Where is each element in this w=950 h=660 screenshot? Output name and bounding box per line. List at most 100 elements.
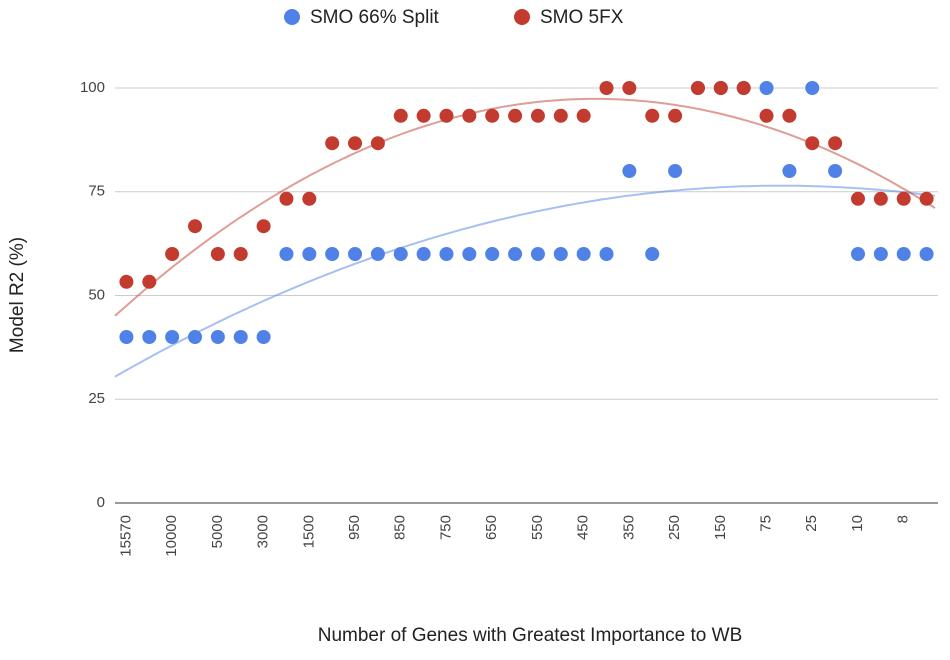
point [142, 274, 157, 289]
point [873, 191, 888, 206]
legend-label: SMO 5FX [540, 7, 624, 28]
x-tick-label: 650 [483, 515, 500, 540]
point [302, 191, 317, 206]
x-tick-label: 450 [575, 515, 592, 540]
point [736, 81, 751, 95]
point [348, 247, 363, 261]
point [165, 330, 180, 344]
trendline [114, 184, 936, 378]
point [599, 81, 614, 95]
point [119, 274, 134, 289]
point [439, 247, 454, 261]
x-tick-label: 350 [620, 515, 637, 540]
y-tick-label: 25 [88, 390, 105, 407]
point [919, 191, 934, 206]
x-tick-label: 25 [803, 515, 820, 532]
x-tick-label: 950 [346, 515, 363, 540]
x-tick-label: 10 [849, 515, 866, 532]
x-tick-label: 15570 [117, 515, 134, 557]
point [850, 191, 865, 206]
point [530, 108, 545, 123]
x-tick-label: 5000 [209, 515, 226, 548]
point [576, 247, 591, 261]
point [896, 191, 911, 206]
point [439, 108, 454, 123]
point [805, 136, 820, 151]
x-tick-label: 75 [758, 515, 775, 532]
point [302, 247, 317, 261]
point [645, 108, 660, 123]
point [782, 164, 797, 178]
y-tick-label: 100 [80, 79, 105, 96]
point [188, 219, 203, 234]
point [165, 247, 180, 261]
y-tick-label: 75 [88, 183, 105, 200]
point [599, 247, 614, 261]
point [188, 330, 203, 344]
point [668, 108, 683, 123]
point [530, 247, 545, 261]
point [485, 247, 500, 261]
point [805, 81, 820, 95]
legend-swatch [284, 9, 300, 25]
point [553, 247, 568, 261]
trendline [114, 97, 936, 317]
x-tick-label: 8 [895, 515, 912, 523]
point [919, 247, 934, 261]
point [233, 330, 248, 344]
legend-label: SMO 66% Split [310, 7, 440, 28]
point [645, 247, 660, 261]
point [759, 108, 774, 123]
point [508, 108, 523, 123]
point [416, 247, 431, 261]
point [622, 81, 637, 95]
y-tick-label: 0 [97, 494, 105, 511]
point [553, 108, 568, 123]
x-tick-label: 1500 [300, 515, 317, 548]
point [210, 330, 225, 344]
point [896, 247, 911, 261]
legend-swatch [514, 9, 530, 25]
x-tick-label: 250 [666, 515, 683, 540]
point [210, 247, 225, 261]
point [690, 81, 705, 95]
point [325, 136, 340, 151]
point [462, 108, 477, 123]
point [713, 81, 728, 95]
point [348, 136, 363, 151]
x-tick-label: 10000 [163, 515, 180, 557]
point [668, 164, 683, 178]
point [416, 108, 431, 123]
point [462, 247, 477, 261]
x-tick-label: 850 [392, 515, 409, 540]
point [279, 247, 294, 261]
point [279, 191, 294, 206]
x-axis-title: Number of Genes with Greatest Importance… [318, 625, 743, 646]
point [256, 219, 271, 234]
point [622, 164, 637, 178]
point [370, 136, 385, 151]
point [393, 108, 408, 123]
point [850, 247, 865, 261]
y-tick-label: 50 [88, 286, 105, 303]
point [782, 108, 797, 123]
x-tick-label: 3000 [255, 515, 272, 548]
point [828, 164, 843, 178]
point [873, 247, 888, 261]
point [370, 247, 385, 261]
point [508, 247, 523, 261]
point [759, 81, 774, 95]
point [325, 247, 340, 261]
point [393, 247, 408, 261]
x-tick-label: 750 [437, 515, 454, 540]
point [119, 330, 134, 344]
point [256, 330, 271, 344]
y-axis-title: Model R2 (%) [7, 237, 28, 353]
point [142, 330, 157, 344]
x-tick-label: 150 [712, 515, 729, 540]
point [233, 247, 248, 261]
point [828, 136, 843, 151]
x-tick-label: 550 [529, 515, 546, 540]
point [576, 108, 591, 123]
